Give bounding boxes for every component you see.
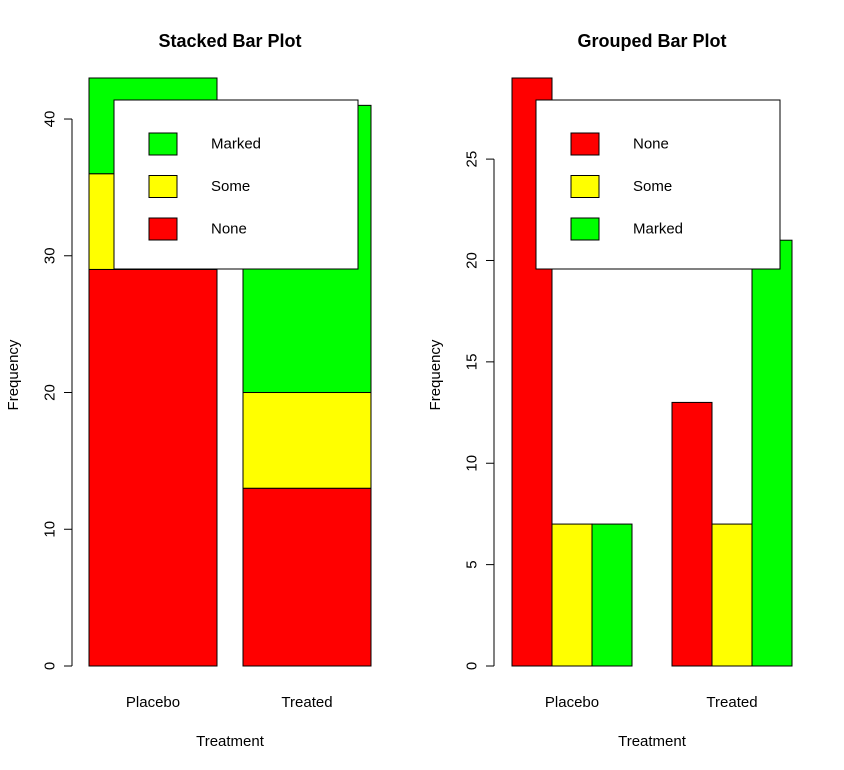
stacked-legend-swatch-marked xyxy=(148,132,178,156)
grouped-bar-placebo-some xyxy=(551,523,593,667)
stacked-legend-label-some: Some xyxy=(211,178,250,195)
stacked-y-tick-label: 10 xyxy=(42,521,59,538)
stacked-y-tick-label: 20 xyxy=(42,384,59,401)
grouped-legend-label-some: Some xyxy=(633,178,672,195)
grouped-x-tick-labels: Placebo Treated xyxy=(545,694,758,711)
grouped-bar-treated-none xyxy=(671,401,713,667)
grouped-x-axis-label: Treatment xyxy=(618,733,687,750)
grouped-bar-placebo-marked xyxy=(591,523,633,667)
stacked-y-tick-label: 40 xyxy=(42,111,59,128)
grouped-y-tick-label: 5 xyxy=(464,560,481,568)
stacked-chart-title: Stacked Bar Plot xyxy=(158,31,301,51)
grouped-y-tick-label: 25 xyxy=(464,151,481,168)
stacked-bar-placebo-none xyxy=(88,268,218,667)
grouped-y-tick-label: 20 xyxy=(464,252,481,269)
grouped-y-tick-label: 0 xyxy=(464,662,481,670)
grouped-y-axis-label: Frequency xyxy=(427,339,444,410)
grouped-bar-treated-marked xyxy=(751,239,793,667)
grouped-legend-label-none: None xyxy=(633,136,669,153)
grouped-legend: None Some Marked xyxy=(535,99,781,270)
grouped-bar-treated-some xyxy=(711,523,753,667)
stacked-x-tick-labels: Placebo Treated xyxy=(126,694,333,711)
grouped-legend-swatch-marked xyxy=(570,217,600,241)
grouped-bar-plot: Grouped Bar Plot 0 5 10 15 20 25 Placebo Treat… xyxy=(427,31,793,750)
stacked-legend-swatch-none xyxy=(148,217,178,241)
grouped-y-axis: 0 5 10 15 20 25 xyxy=(464,151,495,670)
stacked-legend-label-marked: Marked xyxy=(211,136,261,153)
stacked-bar-plot: Stacked Bar Plot 0 10 20 30 40 Placebo Treate… xyxy=(5,31,372,750)
stacked-y-tick-label: 30 xyxy=(42,247,59,264)
stacked-x-tick-label: Treated xyxy=(281,694,332,711)
stacked-legend: Marked Some None xyxy=(113,99,359,270)
grouped-chart-title: Grouped Bar Plot xyxy=(577,31,726,51)
grouped-legend-swatch-none xyxy=(570,132,600,156)
grouped-x-tick-label: Treated xyxy=(706,694,757,711)
stacked-legend-label-none: None xyxy=(211,221,247,238)
grouped-legend-swatch-some xyxy=(570,175,600,198)
grouped-y-tick-label: 10 xyxy=(464,455,481,472)
grouped-x-tick-label: Placebo xyxy=(545,694,599,711)
stacked-legend-swatch-some xyxy=(148,175,178,198)
stacked-y-tick-label: 0 xyxy=(42,662,59,670)
stacked-y-axis-label: Frequency xyxy=(5,339,22,410)
stacked-bar-treated-some xyxy=(242,392,372,489)
stacked-x-tick-label: Placebo xyxy=(126,694,180,711)
stacked-bar-treated-none xyxy=(242,487,372,667)
stacked-x-axis-label: Treatment xyxy=(196,733,265,750)
grouped-y-tick-label: 15 xyxy=(464,354,481,371)
grouped-legend-label-marked: Marked xyxy=(633,221,683,238)
grouped-bars xyxy=(511,77,793,667)
stacked-y-axis: 0 10 20 30 40 xyxy=(42,111,73,670)
